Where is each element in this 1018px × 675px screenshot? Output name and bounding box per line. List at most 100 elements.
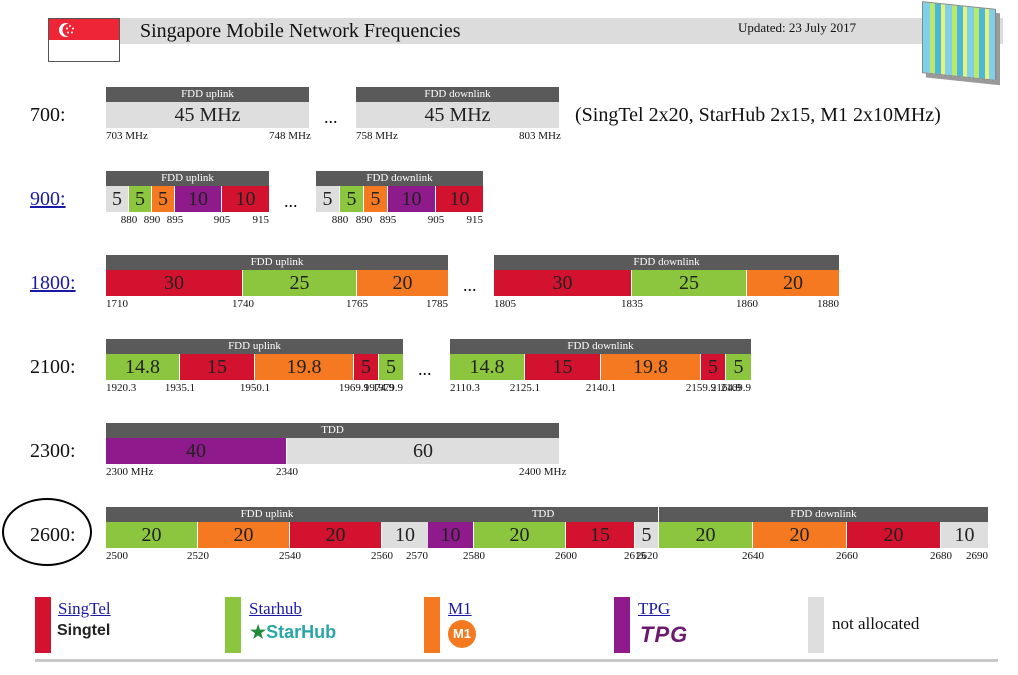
spectrum-segment-m1: 20: [357, 270, 448, 296]
tick-label: 758 MHz: [356, 130, 398, 142]
legend-divider: [35, 659, 998, 662]
spectrum-segment-unallocated: 45 MHz: [356, 102, 559, 128]
tick-label: 1969.9: [338, 382, 370, 394]
tick-label: 1880: [817, 298, 839, 310]
spectrum-segment-starhub: 25: [243, 270, 357, 296]
tick-label: 2159.9: [685, 382, 717, 394]
tick-label: 2580: [463, 550, 485, 562]
spectrum-segment-singtel: 10: [222, 186, 269, 212]
tick-label: 895: [166, 214, 184, 226]
spectrum-segment-unallocated: 5: [316, 186, 340, 212]
tick-label: 1765: [346, 298, 368, 310]
block-header-tdd: TDD: [106, 423, 559, 438]
tick-label: 915: [466, 214, 484, 226]
band-label-700: 700:: [30, 104, 66, 126]
block-header-fdd-uplink: FDD uplink: [106, 507, 428, 522]
tick-label: 2540: [279, 550, 301, 562]
spectrum-segment-starhub: 5: [379, 354, 403, 380]
block-header-fdd-downlink: FDD downlink: [494, 255, 839, 270]
band-label-900[interactable]: 900:: [30, 188, 66, 210]
spectrum-segment-starhub: 5: [129, 186, 152, 212]
starhub-swatch: [225, 597, 241, 653]
band-label-1800[interactable]: 1800:: [30, 272, 76, 294]
spectrum-segment-tpg: 10: [428, 522, 474, 548]
tick-label: 703 MHz: [106, 130, 148, 142]
legend-link-starhub[interactable]: Starhub: [249, 599, 302, 618]
tpg-swatch: [614, 597, 630, 653]
tick-label: 2615: [624, 550, 646, 562]
spectrum-segment-unallocated: 5: [635, 522, 658, 548]
tick-label: 2500: [106, 550, 128, 562]
tick-label: 1805: [494, 298, 516, 310]
tick-label: 905: [213, 214, 231, 226]
band-note: (SingTel 2x20, StarHub 2x15, M1 2x10MHz): [575, 104, 941, 126]
spectrum-segment-singtel: 30: [106, 270, 243, 296]
tick-label: 2400 MHz: [519, 466, 567, 478]
tick-label: 2520: [187, 550, 209, 562]
tick-label: 1710: [106, 298, 128, 310]
spectrum-segment-starhub: 20: [474, 522, 566, 548]
tick-label: 915: [252, 214, 270, 226]
spectrum-segment-m1: 5: [152, 186, 175, 212]
legend-link-m1[interactable]: M1: [448, 599, 472, 618]
spectrum-segment-unallocated: 45 MHz: [106, 102, 309, 128]
spectrum-segment-m1: 20: [747, 270, 839, 296]
unallocated-swatch: [808, 597, 824, 653]
spectrum-segment-singtel: 15: [180, 354, 255, 380]
header-bar: [48, 18, 1003, 44]
band-label-2100: 2100:: [30, 356, 76, 378]
tick-label: 2164.9: [710, 382, 742, 394]
spectrum-segment-tpg: 40: [106, 438, 287, 464]
tick-label: 2560: [371, 550, 393, 562]
legend-link-tpg[interactable]: TPG: [638, 599, 671, 618]
spectrum-segment-singtel: 5: [701, 354, 726, 380]
spectrum-segment-singtel: 10: [436, 186, 483, 212]
legend-link-singtel[interactable]: SingTel: [58, 599, 111, 618]
spectrum-segment-m1: 5: [364, 186, 388, 212]
spectrum-segment-starhub: 25: [632, 270, 747, 296]
spectrum-segment-tpg: 10: [388, 186, 436, 212]
tpg-logo-icon: TPG: [640, 622, 689, 647]
spectrum-segment-singtel: 20: [290, 522, 382, 548]
singapore-flag-icon: [48, 18, 120, 62]
tick-label: 905: [427, 214, 445, 226]
tick-label: 2640: [742, 550, 764, 562]
band-ellipsis: ...: [324, 107, 338, 127]
spectrum-segment-starhub: 5: [726, 354, 751, 380]
spectrum-segment-m1: 19.8: [255, 354, 354, 380]
block-header-fdd-downlink: FDD downlink: [356, 87, 559, 102]
band-ellipsis: ...: [463, 275, 477, 295]
tick-label: 2660: [836, 550, 858, 562]
circle-annotation: [2, 498, 92, 566]
tick-label: 1974.9: [363, 382, 395, 394]
spectrum-segment-starhub: 20: [659, 522, 753, 548]
block-header-fdd-downlink: FDD downlink: [450, 339, 751, 354]
band-ellipsis: ...: [284, 191, 298, 211]
updated-date: Updated: 23 July 2017: [738, 20, 857, 35]
spectrum-segment-singtel: 15: [566, 522, 635, 548]
spectrum-segment-starhub: 14.8: [106, 354, 180, 380]
block-header-tdd: TDD: [428, 507, 658, 522]
tick-label: 2300 MHz: [106, 466, 154, 478]
spectrum-segment-m1: 20: [753, 522, 847, 548]
spectrum-segment-unallocated: 10: [941, 522, 988, 548]
tick-label: 803 MHz: [519, 130, 561, 142]
tick-label: 1920.3: [106, 382, 137, 394]
spectrum-segment-singtel: 15: [525, 354, 601, 380]
tick-label: 2680: [930, 550, 952, 562]
block-header-fdd-uplink: FDD uplink: [106, 339, 403, 354]
tick-label: 2600: [555, 550, 577, 562]
tick-label: 2620: [636, 550, 658, 562]
starhub-logo-icon: ★StarHub: [250, 622, 337, 642]
spectrum-segment-starhub: 5: [340, 186, 364, 212]
tick-label: 2570: [406, 550, 428, 562]
tick-label: 1835: [621, 298, 643, 310]
block-header-fdd-uplink: FDD uplink: [106, 171, 269, 186]
band-label-2300: 2300:: [30, 440, 76, 462]
tick-label: 1950.1: [239, 382, 271, 394]
spectrum-segment-starhub: 14.8: [450, 354, 525, 380]
spectrum-segment-singtel: 5: [354, 354, 379, 380]
spectrum-segment-unallocated: 10: [382, 522, 428, 548]
spectrum-segment-m1: 19.8: [601, 354, 701, 380]
tick-label: 2340: [276, 466, 298, 478]
